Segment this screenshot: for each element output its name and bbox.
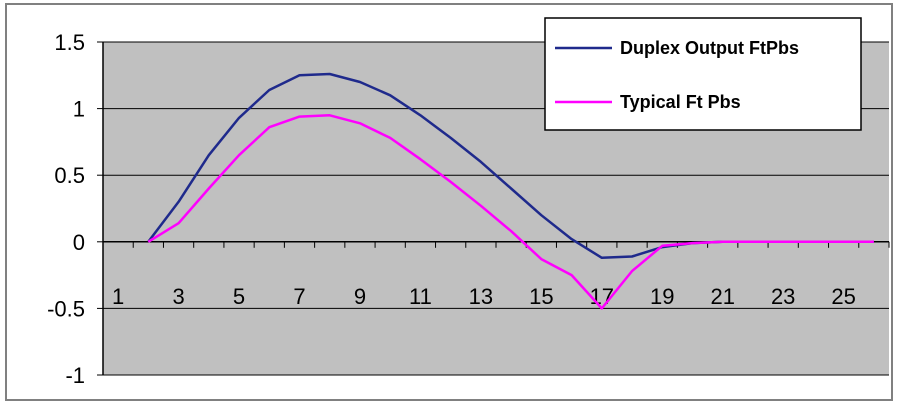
x-axis: 1 3 5 7 9 11 13 15 17 19 21 23 25 (112, 241, 890, 309)
x-tick-label: 3 (172, 284, 184, 309)
x-tick-label: 9 (354, 284, 366, 309)
y-axis: 1.5 1 0.5 0 -0.5 -1 (47, 30, 104, 388)
y-tick-label: 0.5 (54, 163, 85, 188)
x-tick-label: 23 (771, 284, 795, 309)
x-tick-label: 1 (112, 284, 124, 309)
legend: Duplex Output FtPbs Typical Ft Pbs (544, 17, 862, 131)
legend-label-typical: Typical Ft Pbs (620, 92, 741, 112)
y-tick-label: -1 (65, 363, 85, 388)
legend-label-duplex-output: Duplex Output FtPbs (620, 38, 799, 58)
x-tick-label: 21 (710, 284, 734, 309)
x-tick-label: 19 (650, 284, 674, 309)
x-tick-label: 15 (529, 284, 553, 309)
series-group (147, 72, 874, 310)
x-tick-label: 7 (293, 284, 305, 309)
x-tick-label: 11 (409, 284, 432, 309)
legend-box (544, 17, 862, 131)
y-tick-label: 1.5 (54, 30, 85, 55)
x-tick-label: 13 (469, 284, 493, 309)
x-tick-label: 25 (831, 284, 855, 309)
series-line-1 (147, 114, 874, 310)
x-tick-label: 17 (590, 284, 614, 309)
y-tick-label: 1 (73, 97, 85, 122)
y-tick-label: 0 (73, 230, 85, 255)
x-tick-label: 5 (233, 284, 245, 309)
y-tick-label: -0.5 (47, 296, 85, 321)
